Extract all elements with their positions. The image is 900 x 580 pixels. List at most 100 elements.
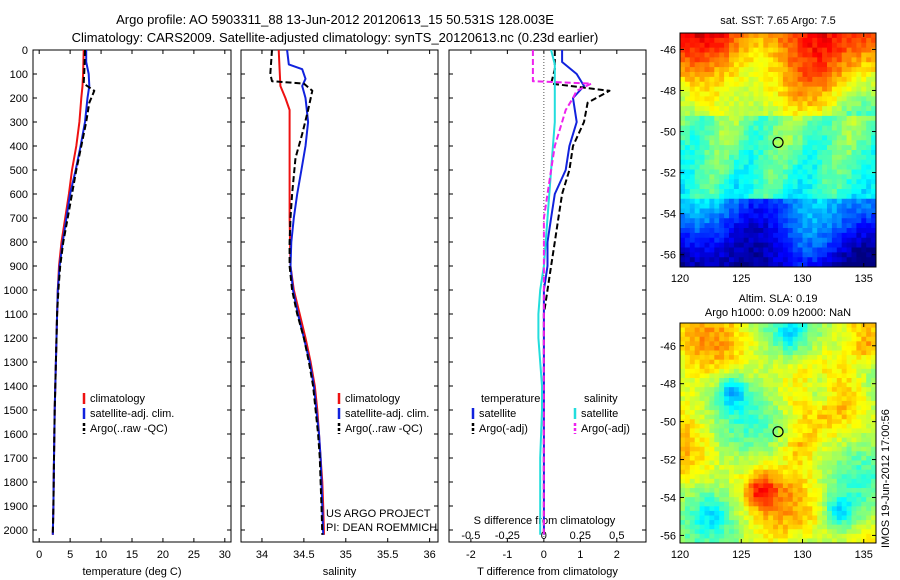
x-tick-label: 10 <box>95 549 107 561</box>
map-cell <box>827 208 833 214</box>
map-cell <box>827 164 833 170</box>
map-cell <box>851 203 857 209</box>
map-cell <box>743 327 749 333</box>
map-cell <box>807 355 813 361</box>
map-cell <box>694 150 700 156</box>
map-cell <box>719 336 725 342</box>
map-cell <box>773 538 779 544</box>
map-cell <box>694 382 700 388</box>
map-cell <box>836 378 843 383</box>
map-cell <box>846 42 852 49</box>
map-cell <box>802 465 808 471</box>
map-cell <box>861 460 867 466</box>
map-cell <box>831 193 838 200</box>
map-cell <box>812 387 818 393</box>
map-cell <box>704 433 710 438</box>
map-cell <box>807 428 813 434</box>
map-cell <box>851 442 857 448</box>
map-cell <box>694 67 700 73</box>
map-cell <box>861 341 867 347</box>
map-cell <box>680 492 686 498</box>
map-cell <box>753 506 759 512</box>
map-cell <box>719 345 725 351</box>
map-cell <box>758 76 764 83</box>
map-cell <box>787 400 794 406</box>
map-cell <box>704 364 710 370</box>
map-cell <box>792 62 798 68</box>
map-cell <box>748 81 754 88</box>
map-cell <box>719 460 725 466</box>
map-cell <box>846 76 852 83</box>
map-cell <box>817 327 823 333</box>
map-cell <box>719 428 725 434</box>
map-cell <box>778 345 784 351</box>
map-cell <box>866 174 872 180</box>
map-cell <box>724 492 730 498</box>
map-cell <box>836 174 843 180</box>
map-cell <box>807 364 813 370</box>
map-cell <box>684 145 691 151</box>
map-cell <box>753 364 759 370</box>
map-cell <box>773 510 779 516</box>
map-cell <box>768 391 774 397</box>
map-cell <box>719 355 725 361</box>
map-cell <box>861 159 867 166</box>
map-cell <box>797 33 803 39</box>
map-cell <box>846 405 852 411</box>
map-cell <box>763 37 769 44</box>
map-cell <box>871 203 877 209</box>
map-cell <box>724 76 730 83</box>
map-cell <box>709 184 715 190</box>
map-cell <box>851 446 857 452</box>
map-cell <box>797 405 803 411</box>
map-cell <box>709 478 715 484</box>
map-cell <box>719 52 725 58</box>
map-cell <box>817 208 823 214</box>
map-cell <box>714 524 720 530</box>
map-cell <box>689 382 696 388</box>
map-cell <box>856 67 862 73</box>
map-cell <box>753 488 759 493</box>
map-cell <box>831 111 838 117</box>
map-cell <box>817 154 823 161</box>
map-cell <box>851 423 857 429</box>
map-cell <box>792 488 798 493</box>
map-cell <box>782 345 789 351</box>
map-cell <box>773 428 779 434</box>
map-cell <box>738 169 745 175</box>
map-cell <box>851 47 857 53</box>
map-cell <box>871 213 877 219</box>
map-cell <box>817 323 823 328</box>
map-cell <box>748 262 754 268</box>
sla-map-title-1: Altim. SLA: 0.19 <box>739 293 818 305</box>
map-cell <box>709 101 715 107</box>
map-cell <box>817 446 823 452</box>
map-cell <box>807 423 813 429</box>
map-cell <box>846 242 852 248</box>
map-cell <box>827 478 833 484</box>
map-cell <box>866 135 872 141</box>
map-cell <box>704 323 710 328</box>
map-cell <box>871 460 877 466</box>
map-cell <box>753 469 759 475</box>
map-cell <box>684 378 691 383</box>
map-cell <box>768 213 774 219</box>
map-cell <box>738 469 745 475</box>
map-cell <box>753 368 759 374</box>
map-cell <box>778 533 784 539</box>
map-cell <box>709 189 715 195</box>
map-cell <box>748 474 754 480</box>
map-cell <box>724 86 730 92</box>
map-cell <box>807 414 813 420</box>
map-cell <box>841 345 847 351</box>
map-cell <box>841 515 847 521</box>
map-cell <box>719 332 725 338</box>
map-cell <box>704 506 710 512</box>
map-cell <box>778 391 784 397</box>
map-cell <box>680 501 686 507</box>
map-cell <box>846 101 852 107</box>
map-cell <box>851 179 857 185</box>
map-cell <box>724 145 730 151</box>
map-cell <box>802 145 808 151</box>
